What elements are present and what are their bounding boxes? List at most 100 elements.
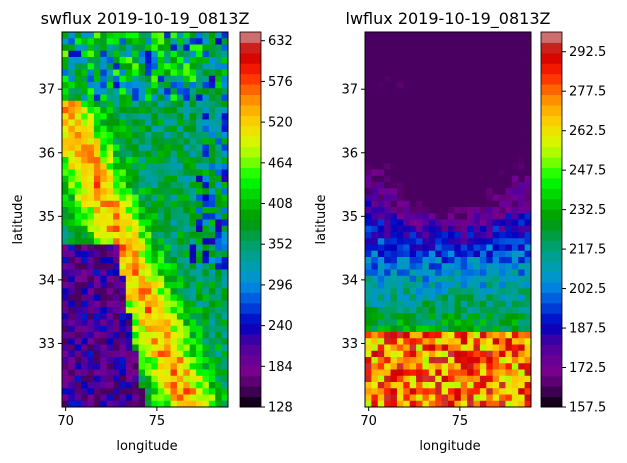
heatmap-cell [492,300,500,308]
heatmap-cell [499,194,507,202]
heatmap-cell [511,357,519,364]
heatmap-cell [93,94,101,102]
heatmap-cell [81,238,89,246]
heatmap-cell [100,194,108,202]
heatmap-cell [479,238,487,246]
heatmap-cell [164,38,172,46]
heatmap-cell [125,382,133,389]
heatmap-cell [113,132,121,139]
heatmap-cell [416,382,424,389]
heatmap-cell [215,44,223,52]
heatmap-cell [384,388,392,396]
heatmap-cell [511,100,519,108]
heatmap-cell [435,82,443,89]
heatmap-cell [428,200,436,208]
heatmap-cell [106,182,114,189]
heatmap-cell [151,113,159,121]
heatmap-cell [132,332,140,339]
heatmap-cell [87,250,95,258]
heatmap-cell [377,244,385,252]
heatmap-cell [87,157,95,164]
heatmap-cell [106,319,114,327]
heatmap-cell [151,50,159,58]
colorbar-segment [541,84,562,95]
heatmap-cell [486,32,494,39]
heatmap-cell [384,125,392,133]
heatmap-cell [119,188,127,196]
heatmap-cell [441,50,449,58]
heatmap-cell [371,238,379,246]
heatmap-cell [403,375,411,383]
heatmap-cell [157,344,165,352]
heatmap-cell [473,375,481,383]
heatmap-cell [145,150,152,158]
heatmap-cell [151,63,159,71]
heatmap-cell [428,300,436,308]
heatmap-cell [87,200,95,208]
heatmap-cell [132,232,140,239]
heatmap-cell [157,125,165,133]
heatmap-cell [62,132,69,139]
heatmap-cell [125,244,133,252]
heatmap-cell [371,169,379,177]
heatmap-cell [176,263,184,271]
heatmap-cell [106,200,114,208]
heatmap-cell [176,250,184,258]
heatmap-cell [435,307,443,314]
heatmap-cell [518,325,526,333]
heatmap-cell [467,294,475,302]
heatmap-cell [518,188,526,196]
heatmap-cell [100,282,108,289]
heatmap-cell [473,282,481,289]
heatmap-cell [377,144,385,152]
heatmap-cell [68,188,76,196]
heatmap-cell [68,132,76,139]
heatmap-cell [511,263,519,271]
heatmap-cell [125,319,133,327]
heatmap-cell [189,125,197,133]
heatmap-cell [138,300,146,308]
colorbar-segment [541,32,562,43]
heatmap-cell [100,400,108,407]
heatmap-cell [215,69,223,77]
y-tick-label: 36 [341,146,358,161]
heatmap-cell [486,263,494,271]
heatmap-cell [448,250,455,258]
heatmap-cell [170,300,178,308]
heatmap-cell [176,207,184,214]
heatmap-cell [100,50,108,58]
heatmap-cell [196,307,204,314]
heatmap-cell [170,357,178,364]
colorbar-segment [240,334,261,345]
heatmap-cell [486,100,494,108]
heatmap-cell [74,388,82,396]
heatmap-cell [403,313,411,321]
heatmap-cell [416,38,424,46]
heatmap-cell [505,182,513,189]
heatmap-cell [132,282,140,289]
heatmap-cell [183,294,191,302]
heatmap-cell [422,132,430,139]
heatmap-cell [479,57,487,64]
heatmap-cell [499,232,507,239]
heatmap-cell [202,144,210,152]
heatmap-cell [189,82,197,89]
heatmap-cell [119,282,127,289]
heatmap-cell [499,207,507,214]
heatmap-cell [157,244,165,252]
heatmap-cell [473,213,481,221]
heatmap-cell [505,263,513,271]
heatmap-cell [511,107,519,114]
heatmap-cell [215,344,223,352]
heatmap-cell [511,232,519,239]
heatmap-cell [486,363,494,371]
heatmap-cell [87,50,95,58]
heatmap-cell [428,163,436,171]
heatmap-cell [138,225,146,233]
heatmap-cell [441,163,449,171]
heatmap-cell [113,363,121,371]
heatmap-cell [100,219,108,227]
heatmap-cell [68,207,76,214]
heatmap-cell [151,44,159,52]
heatmap-cell [189,238,197,246]
